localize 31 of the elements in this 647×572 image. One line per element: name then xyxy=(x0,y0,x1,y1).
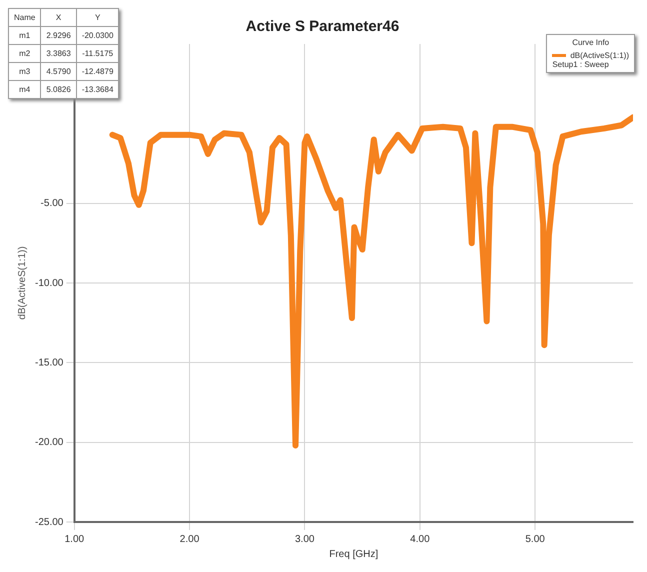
annotation: -12.4879 xyxy=(76,62,119,80)
x-tick-label: 4.00 xyxy=(410,534,430,545)
x-tick-label: 2.00 xyxy=(180,534,200,545)
text: -20.0300 xyxy=(76,26,119,44)
text: Y xyxy=(76,8,119,26)
text: 2.9296 xyxy=(40,26,76,44)
text: m4 xyxy=(8,80,41,98)
y-tick-label: -20.00 xyxy=(34,437,64,448)
y-axis-title: dB(ActiveS(1:1)) xyxy=(16,246,28,320)
annotation: -11.5175 xyxy=(76,44,119,62)
x-tick-label: 5.00 xyxy=(525,534,546,545)
y-tick-label: -10.00 xyxy=(34,278,64,289)
x-tick-label: 3.00 xyxy=(294,534,315,545)
y-tick-label: -25.00 xyxy=(34,516,64,528)
annotation: Setup1 : Sweep xyxy=(552,60,610,69)
text: 4.5790 xyxy=(40,62,76,80)
legend-title: Curve Info xyxy=(571,38,610,47)
legend-label: dB(ActiveS(1:1)) xyxy=(570,51,629,60)
text: m3 xyxy=(8,62,41,80)
text: m1 xyxy=(8,26,41,44)
text: Name xyxy=(8,8,41,26)
x-axis-title: Freq [GHz] xyxy=(329,548,378,560)
text: m2 xyxy=(8,44,41,62)
x-tick-label: 1.00 xyxy=(64,534,85,545)
text: 3.3863 xyxy=(40,44,76,62)
y-tick-label: -15.00 xyxy=(34,357,64,368)
text: 5.0826 xyxy=(40,80,76,98)
annotation: -13.3684 xyxy=(76,80,119,98)
chart-title: Active S Parameter46 xyxy=(246,18,400,36)
text: X xyxy=(40,8,76,26)
y-tick-label: -5.00 xyxy=(40,198,64,210)
